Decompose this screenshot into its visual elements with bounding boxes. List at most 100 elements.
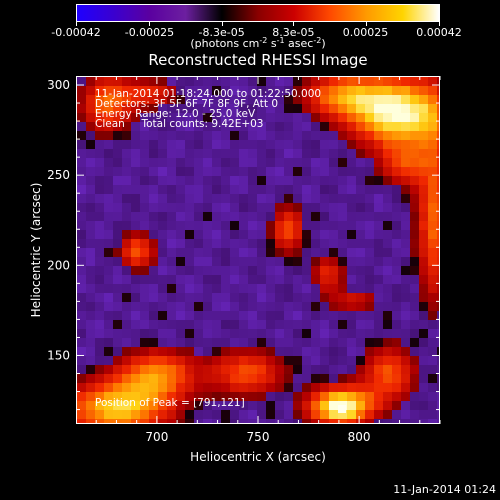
heatmap-cell: [122, 203, 131, 212]
heatmap-cell: [248, 419, 257, 423]
heatmap-cell: [194, 122, 203, 131]
heatmap-cell: [437, 302, 439, 311]
heatmap-cell: [383, 122, 392, 131]
heatmap-cell: [329, 77, 338, 86]
heatmap-cell: [77, 401, 86, 410]
heatmap-cell: [293, 176, 302, 185]
heatmap-cell: [329, 383, 338, 392]
heatmap-cell: [347, 302, 356, 311]
heatmap-cell: [356, 275, 365, 284]
heatmap-cell: [95, 158, 104, 167]
heatmap-cell: [140, 266, 149, 275]
heatmap-cell: [239, 203, 248, 212]
heatmap-cell: [104, 419, 113, 423]
heatmap-cell: [293, 149, 302, 158]
heatmap-cell: [275, 347, 284, 356]
heatmap-cell: [275, 365, 284, 374]
heatmap-cell: [311, 410, 320, 419]
heatmap-cell: [338, 248, 347, 257]
heatmap-cell: [158, 176, 167, 185]
heatmap-cell: [347, 383, 356, 392]
heatmap-cell: [410, 266, 419, 275]
heatmap-cell: [401, 86, 410, 95]
heatmap-cell: [392, 293, 401, 302]
heatmap-cell: [95, 95, 104, 104]
heatmap-cell: [365, 266, 374, 275]
heatmap-cell: [419, 275, 428, 284]
heatmap-cell: [122, 284, 131, 293]
heatmap-cell: [140, 419, 149, 423]
heatmap-cell: [266, 194, 275, 203]
colorbar-tick-label: -0.00042: [51, 26, 101, 39]
heatmap-cell: [266, 167, 275, 176]
heatmap-cell: [104, 167, 113, 176]
heatmap-cell: [77, 410, 86, 419]
heatmap-cell: [266, 149, 275, 158]
heatmap-cell: [437, 365, 439, 374]
heatmap-cell: [86, 293, 95, 302]
heatmap-cell: [194, 167, 203, 176]
heatmap-cell: [356, 77, 365, 86]
heatmap-cell: [77, 248, 86, 257]
heatmap-cell: [257, 140, 266, 149]
heatmap-cell: [104, 392, 113, 401]
heatmap-cell: [239, 275, 248, 284]
heatmap-cell: [338, 185, 347, 194]
heatmap-cell: [212, 347, 221, 356]
heatmap-cell: [311, 266, 320, 275]
heatmap-cell: [194, 230, 203, 239]
heatmap-cell: [158, 122, 167, 131]
heatmap-cell: [113, 203, 122, 212]
heatmap-cell: [437, 392, 439, 401]
heatmap-cell: [95, 239, 104, 248]
heatmap-cell: [239, 113, 248, 122]
heatmap-cell: [230, 266, 239, 275]
heatmap-cell: [428, 230, 437, 239]
colorbar-tick-label: -0.00025: [124, 26, 175, 39]
heatmap-cell: [302, 311, 311, 320]
heatmap-cell: [221, 77, 230, 86]
heatmap-cell: [320, 302, 329, 311]
heatmap-cell: [257, 185, 266, 194]
heatmap-cell: [140, 194, 149, 203]
peak-position-label: Position of Peak = [791,121]: [95, 397, 245, 409]
heatmap-cell: [275, 158, 284, 167]
heatmap-cell: [248, 311, 257, 320]
heatmap-cell: [95, 176, 104, 185]
heatmap-cell: [401, 158, 410, 167]
heatmap-cell: [374, 77, 383, 86]
heatmap-cell: [437, 212, 439, 221]
heatmap-cell: [311, 419, 320, 423]
heatmap-cell: [284, 311, 293, 320]
heatmap-cell: [383, 338, 392, 347]
heatmap-cell: [428, 401, 437, 410]
heatmap-cell: [401, 203, 410, 212]
heatmap-cell: [221, 392, 230, 401]
heatmap-cell: [311, 230, 320, 239]
heatmap-cell: [248, 104, 257, 113]
heatmap-cell: [293, 113, 302, 122]
heatmap-cell: [365, 185, 374, 194]
x-tick-label: 750: [247, 430, 270, 444]
heatmap-cell: [86, 392, 95, 401]
heatmap-cell: [257, 338, 266, 347]
heatmap-cell: [239, 239, 248, 248]
heatmap-cell: [131, 401, 140, 410]
heatmap-cell: [293, 365, 302, 374]
heatmap-cell: [365, 320, 374, 329]
heatmap-cell: [203, 239, 212, 248]
heatmap-cell: [257, 257, 266, 266]
heatmap-cell: [338, 176, 347, 185]
heatmap-cell: [302, 365, 311, 374]
heatmap-cell: [167, 311, 176, 320]
heatmap-cell: [176, 401, 185, 410]
heatmap-cell: [374, 212, 383, 221]
heatmap-cell: [221, 356, 230, 365]
heatmap-cell: [329, 230, 338, 239]
heatmap-cell: [221, 275, 230, 284]
heatmap-cell: [167, 131, 176, 140]
heatmap-cell: [77, 392, 86, 401]
heatmap-cell: [374, 113, 383, 122]
heatmap-cell: [203, 86, 212, 95]
